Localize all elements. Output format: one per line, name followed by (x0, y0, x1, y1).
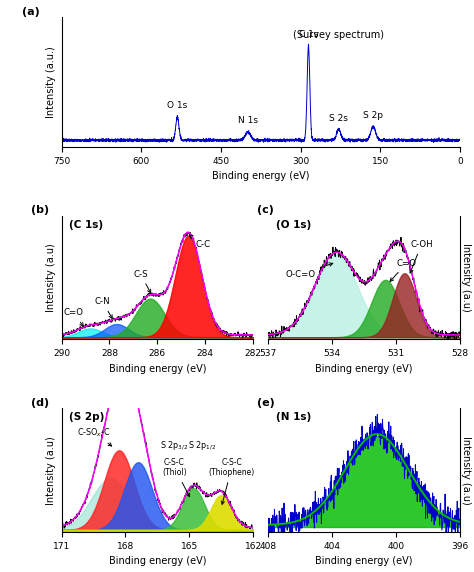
Y-axis label: Intensity (a.u.): Intensity (a.u.) (46, 46, 56, 118)
Y-axis label: Intensity (a.u): Intensity (a.u) (461, 243, 471, 312)
Y-axis label: Intensity (a.u): Intensity (a.u) (461, 436, 471, 505)
Text: (Survey spectrum): (Survey spectrum) (292, 30, 383, 40)
Text: S 2p$_{1/2}$: S 2p$_{1/2}$ (188, 439, 216, 452)
Text: C-S-C
(Thiophene): C-S-C (Thiophene) (209, 458, 255, 505)
Text: (O 1s): (O 1s) (276, 220, 311, 229)
Text: O 1s: O 1s (167, 101, 188, 110)
Text: (a): (a) (22, 6, 39, 17)
Y-axis label: Intensity (a.u): Intensity (a.u) (46, 436, 56, 505)
Text: C-S-C
(Thiol): C-S-C (Thiol) (162, 458, 190, 496)
Text: (d): (d) (31, 398, 49, 408)
Text: (c): (c) (257, 205, 274, 216)
Text: C-SO$_x$-C: C-SO$_x$-C (77, 426, 112, 446)
Text: (e): (e) (257, 398, 274, 408)
Text: S 2s: S 2s (329, 114, 348, 123)
Text: C=O: C=O (390, 259, 417, 281)
Text: (N 1s): (N 1s) (276, 412, 311, 422)
Text: C-C: C-C (189, 235, 210, 249)
X-axis label: Binding energy (eV): Binding energy (eV) (315, 556, 413, 566)
Text: O-C=O: O-C=O (285, 263, 333, 279)
Y-axis label: Intensity (a.u): Intensity (a.u) (46, 243, 56, 312)
Text: C-S: C-S (133, 269, 151, 293)
Text: S 2p$_{3/2}$: S 2p$_{3/2}$ (160, 439, 189, 452)
Text: (b): (b) (31, 205, 49, 216)
Text: (C 1s): (C 1s) (69, 220, 103, 229)
X-axis label: Binding energy (eV): Binding energy (eV) (315, 364, 413, 374)
Text: (S 2p): (S 2p) (69, 412, 105, 422)
Text: C-N: C-N (94, 297, 112, 319)
X-axis label: Binding energy (eV): Binding energy (eV) (109, 556, 206, 566)
Text: C-OH: C-OH (410, 240, 433, 273)
Text: C 1s: C 1s (299, 30, 318, 39)
Text: S 2p: S 2p (363, 112, 383, 121)
Text: C=O: C=O (64, 308, 83, 327)
Text: N 1s: N 1s (238, 116, 258, 125)
X-axis label: Binding energy (eV): Binding energy (eV) (109, 364, 206, 374)
X-axis label: Binding energy (eV): Binding energy (eV) (212, 171, 310, 181)
